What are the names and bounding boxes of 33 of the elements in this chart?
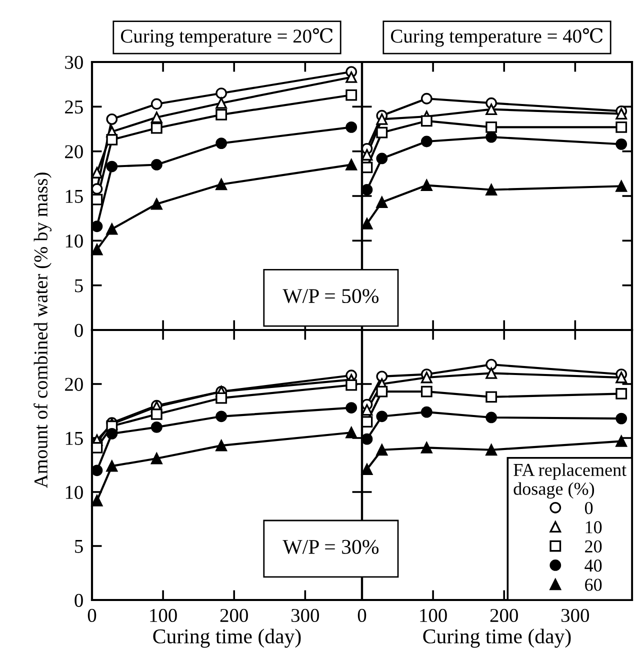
legend-label: 10 bbox=[586, 521, 602, 534]
x-tick-label: 100 bbox=[150, 608, 177, 622]
annotation: W/P = 30% bbox=[282, 540, 379, 554]
legend-label: 20 bbox=[585, 540, 602, 553]
x-tick-label: 0 bbox=[358, 608, 366, 622]
chart-title: Curing temperature = 40℃ bbox=[390, 28, 603, 47]
y-tick-label: 25 bbox=[65, 100, 83, 114]
legend-label: 0 bbox=[584, 502, 593, 514]
x-tick-label: 200 bbox=[220, 608, 248, 622]
y-axis-title: Amount of combined water (% by mass) bbox=[34, 172, 52, 488]
y-tick-label: 15 bbox=[66, 432, 83, 445]
x-tick-label: 200 bbox=[490, 608, 518, 622]
y-tick-label: 5 bbox=[75, 279, 83, 292]
x-axis-title: Curing time (day) bbox=[423, 628, 571, 648]
annotation: W/P = 50% bbox=[282, 288, 379, 304]
legend-label: 40 bbox=[584, 560, 602, 572]
x-tick-label: 300 bbox=[292, 608, 319, 622]
y-tick-label: 0 bbox=[74, 324, 83, 337]
y-tick-label: 5 bbox=[75, 540, 83, 553]
legend-label: 60 bbox=[585, 578, 602, 591]
x-tick-label: 300 bbox=[562, 608, 589, 622]
y-tick-label: 0 bbox=[74, 594, 83, 607]
x-tick-label: 100 bbox=[420, 608, 447, 622]
x-axis-title: Curing time (day) bbox=[153, 628, 301, 648]
legend-title: FA replacement dosage (%) bbox=[514, 463, 626, 499]
y-tick-label: 10 bbox=[66, 234, 83, 248]
chart-title: Curing temperature = 20℃ bbox=[120, 28, 333, 47]
y-tick-label: 30 bbox=[65, 56, 83, 69]
y-tick-label: 20 bbox=[65, 378, 83, 391]
y-tick-label: 10 bbox=[66, 486, 83, 499]
y-tick-label: 20 bbox=[65, 145, 83, 158]
x-tick-label: 0 bbox=[88, 608, 96, 622]
y-tick-label: 15 bbox=[66, 190, 83, 203]
